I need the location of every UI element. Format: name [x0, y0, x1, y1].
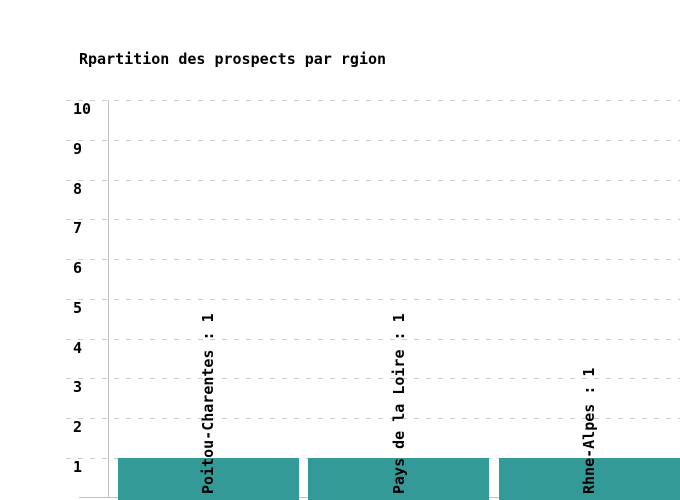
gridline-3: [66, 378, 680, 379]
y-tick-label-7: 7: [73, 219, 83, 237]
y-tick-label-2: 2: [73, 418, 83, 436]
y-tick-label-10: 10: [73, 100, 92, 118]
y-tick-label-6: 6: [73, 259, 83, 277]
y-tick-label-9: 9: [73, 140, 83, 158]
gridline-4: [66, 339, 680, 340]
gridline-6: [66, 259, 680, 260]
bar-label-poitou-charentes: Poitou-Charentes : 1: [199, 313, 217, 494]
gridline-2: [66, 418, 680, 419]
y-tick-label-8: 8: [73, 180, 83, 198]
bar-rhne-alpes: [498, 458, 680, 500]
y-tick-label-4: 4: [73, 339, 83, 357]
y-tick-label-3: 3: [73, 378, 83, 396]
bar-label-pays-de-la-loire: Pays de la Loire : 1: [390, 313, 408, 494]
bar-poitou-charentes: [117, 458, 299, 500]
bar-pays-de-la-loire: [308, 458, 489, 500]
gridline-10: [66, 100, 680, 101]
chart-title: Rpartition des prospects par rgion: [79, 50, 387, 68]
gridline-8: [66, 180, 680, 181]
y-tick-label-1: 1: [73, 458, 83, 476]
y-tick-label-5: 5: [73, 299, 83, 317]
y-axis-line: [108, 100, 109, 498]
gridline-5: [66, 299, 680, 300]
bar-label-rhne-alpes: Rhne-Alpes : 1: [580, 367, 598, 494]
gridline-7: [66, 219, 680, 220]
gridline-9: [66, 140, 680, 141]
